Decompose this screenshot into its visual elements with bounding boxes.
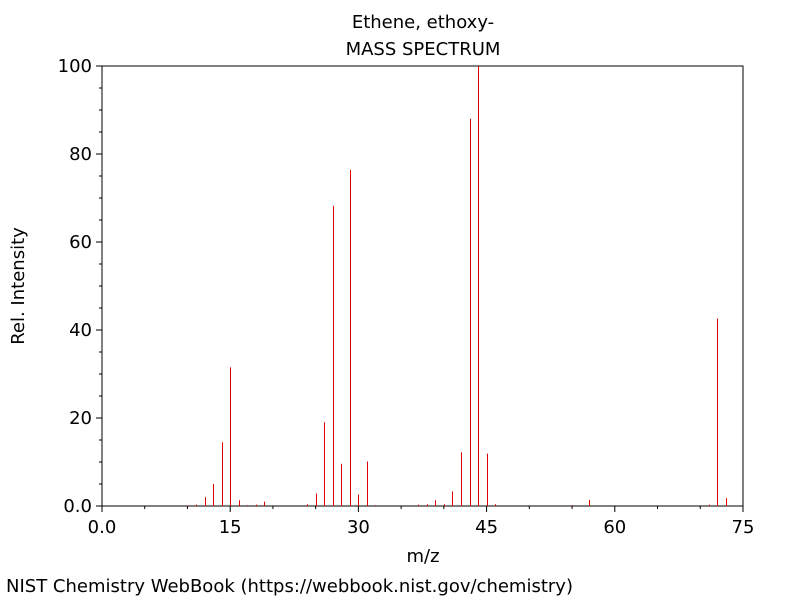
chart-title: Ethene, ethoxy- xyxy=(352,12,494,33)
source-footer: NIST Chemistry WebBook (https://webbook.… xyxy=(6,576,573,597)
y-axis-label: Rel. Intensity xyxy=(8,227,29,345)
chart-subtitle: MASS SPECTRUM xyxy=(346,39,501,60)
x-tick-label: 0.0 xyxy=(88,517,117,538)
x-tick-label: 60 xyxy=(603,517,626,538)
plot-frame xyxy=(101,65,744,507)
x-axis: 0.0 15 30 45 60 75 xyxy=(88,506,755,538)
x-tick-label: 15 xyxy=(219,517,242,538)
x-tick-label: 30 xyxy=(347,517,370,538)
y-tick-label: 80 xyxy=(69,144,92,165)
y-tick-label: 20 xyxy=(69,408,92,429)
y-tick-label: 60 xyxy=(69,232,92,253)
y-axis: 0.0 20 40 60 80 100 xyxy=(58,56,102,517)
y-tick-label: 0.0 xyxy=(63,496,92,517)
x-tick-label: 45 xyxy=(475,517,498,538)
spectrum-peaks xyxy=(187,66,727,506)
y-tick-label: 100 xyxy=(58,56,92,77)
x-tick-label: 75 xyxy=(732,517,755,538)
y-tick-label: 40 xyxy=(69,320,92,341)
x-axis-label: m/z xyxy=(406,546,439,567)
